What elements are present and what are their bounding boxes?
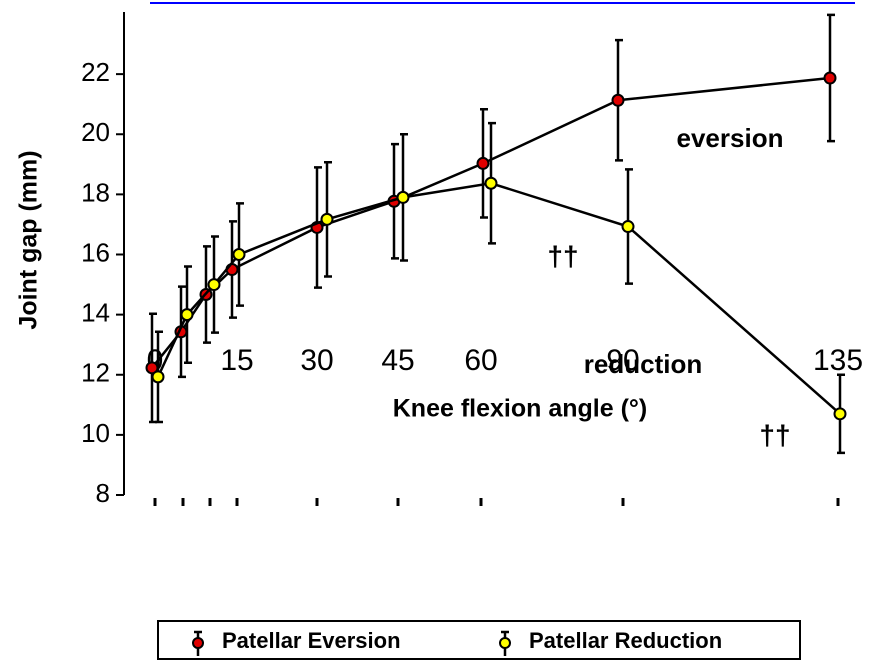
y-tick-label: 18 xyxy=(81,177,110,207)
y-tick-label: 14 xyxy=(81,298,110,328)
x-tick-label: 60 xyxy=(464,344,497,377)
x-tick-label: 15 xyxy=(220,344,253,377)
y-tick-label: 16 xyxy=(81,237,110,267)
marker xyxy=(396,190,410,204)
legend-label: Patellar Reduction xyxy=(529,628,722,653)
legend-marker xyxy=(499,637,511,649)
x-tick-label: 90 xyxy=(606,344,639,377)
y-tick-label: 20 xyxy=(81,117,110,147)
y-tick-label: 22 xyxy=(81,57,110,87)
y-tick-label: 12 xyxy=(81,358,110,388)
annotation: †† xyxy=(759,419,790,450)
marker xyxy=(823,71,837,85)
marker xyxy=(180,308,194,322)
marker xyxy=(611,93,625,107)
x-tick-label: 45 xyxy=(381,344,414,377)
series-line xyxy=(156,181,841,415)
marker xyxy=(320,212,334,226)
marker xyxy=(207,278,221,292)
annotation: reduction xyxy=(584,349,702,379)
x-axis-label: Knee flexion angle (°) xyxy=(393,395,647,423)
y-tick-label: 10 xyxy=(81,418,110,448)
marker xyxy=(621,220,635,234)
marker xyxy=(476,156,490,170)
legend-label: Patellar Eversion xyxy=(222,628,401,653)
y-axis-label: Joint gap (mm) xyxy=(15,150,43,329)
annotation: †† xyxy=(547,240,578,271)
annotation: eversion xyxy=(677,123,784,153)
marker xyxy=(484,176,498,190)
x-tick-label: 30 xyxy=(300,344,333,377)
legend-box xyxy=(157,620,801,660)
legend-marker xyxy=(192,637,204,649)
marker xyxy=(232,248,246,261)
marker xyxy=(833,407,847,421)
x-tick-label: 135 xyxy=(813,344,863,377)
y-tick-label: 8 xyxy=(96,478,110,508)
marker xyxy=(151,370,165,384)
